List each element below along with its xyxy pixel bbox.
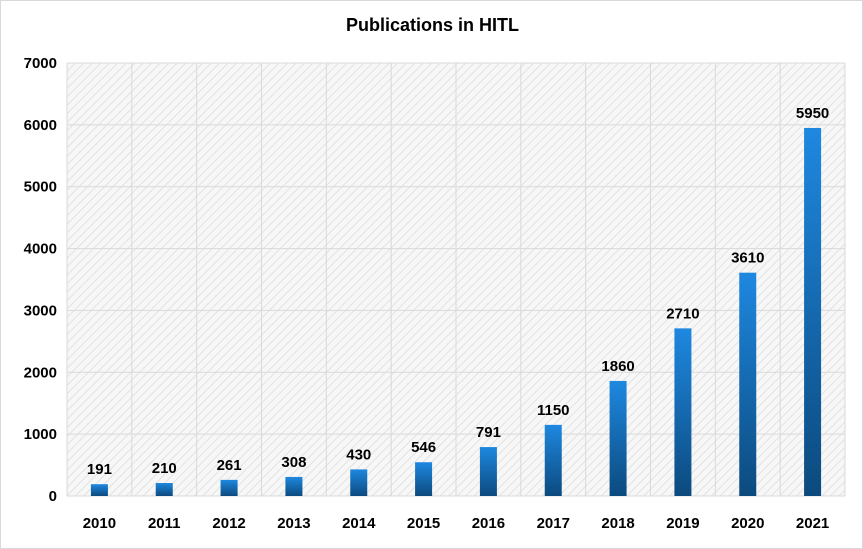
y-tick-label: 6000 [24, 117, 57, 134]
bar-2019 [674, 328, 692, 496]
data-label: 308 [281, 454, 306, 471]
x-tick-label: 2010 [83, 515, 116, 532]
bar-2020 [739, 272, 757, 496]
y-tick-label: 0 [49, 488, 57, 505]
data-label: 2710 [666, 305, 699, 322]
data-label: 3610 [731, 250, 764, 267]
bar-2016 [479, 447, 497, 496]
y-tick-label: 3000 [24, 302, 57, 319]
y-tick-label: 7000 [24, 55, 57, 72]
data-label: 430 [346, 446, 371, 463]
data-label: 1150 [537, 402, 570, 419]
bar-2015 [415, 462, 433, 496]
x-tick-label: 2020 [731, 515, 764, 532]
x-tick-label: 2012 [212, 515, 245, 532]
x-tick-label: 2014 [342, 515, 376, 532]
y-tick-label: 1000 [24, 426, 57, 443]
data-label: 210 [152, 460, 177, 477]
bar-2010 [90, 484, 108, 496]
data-label: 1860 [601, 358, 634, 375]
bar-2012 [220, 479, 238, 496]
bar-2014 [350, 469, 368, 496]
x-tick-label: 2018 [601, 515, 634, 532]
x-tick-label: 2011 [148, 515, 181, 532]
bar-2021 [804, 127, 822, 496]
bar-2013 [285, 476, 303, 496]
x-tick-label: 2015 [407, 515, 440, 532]
x-tick-label: 2017 [537, 515, 570, 532]
x-tick-label: 2021 [796, 515, 829, 532]
x-tick-label: 2019 [666, 515, 699, 532]
data-label: 546 [411, 439, 436, 456]
x-tick-label: 2013 [277, 515, 310, 532]
x-tick-label: 2016 [472, 515, 505, 532]
data-label: 191 [87, 461, 112, 478]
data-label: 261 [217, 457, 242, 474]
y-tick-label: 5000 [24, 179, 57, 196]
data-label: 5950 [796, 105, 829, 122]
y-tick-label: 2000 [24, 364, 57, 381]
y-tick-label: 4000 [24, 241, 57, 258]
bar-2018 [609, 380, 627, 496]
chart-title: Publications in HITL [345, 15, 519, 35]
data-label: 791 [476, 424, 501, 441]
bar-2011 [155, 483, 173, 496]
bar-2017 [544, 424, 562, 496]
